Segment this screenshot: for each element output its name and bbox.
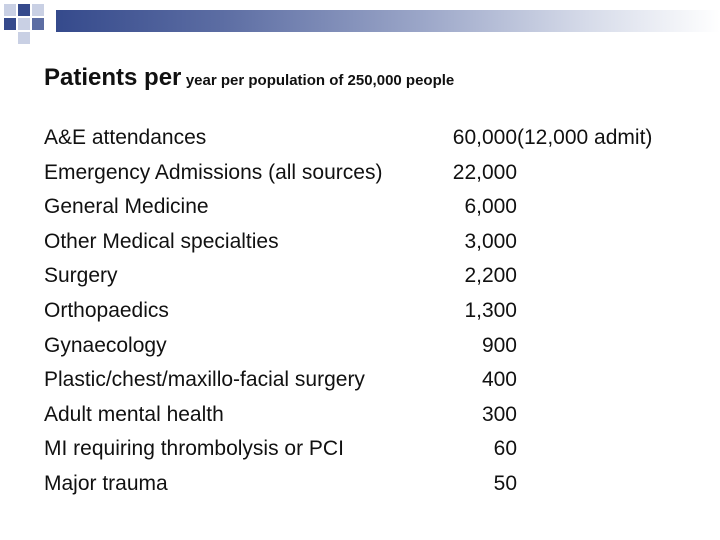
table-row: Plastic/chest/maxillo-facial surgery 400: [44, 363, 704, 397]
row-value: 1,300: [464, 299, 517, 322]
table-row: Gynaecology 900: [44, 329, 704, 363]
row-value: 6,000: [464, 195, 517, 218]
slide-title-subtitle: year per population of 250,000 people: [185, 72, 455, 89]
row-label: A&E attendances: [44, 126, 207, 149]
row-label: Adult mental health: [44, 403, 224, 426]
table-row: Surgery 2,200: [44, 259, 704, 293]
table-row: General Medicine 6,000: [44, 190, 704, 224]
table-row: Adult mental health 300: [44, 398, 704, 432]
row-value: 900: [481, 334, 517, 357]
corner-square: [4, 4, 16, 16]
corner-square: [18, 18, 30, 30]
row-value: 60,000: [452, 126, 517, 149]
corner-square: [32, 18, 44, 30]
row-label: Gynaecology: [44, 334, 167, 357]
table-row: Major trauma 50: [44, 467, 704, 501]
table-row: A&E attendances 60,000 (12,000 admit): [44, 121, 704, 155]
decorative-corner-squares: [0, 0, 60, 44]
row-value: 300: [481, 403, 517, 426]
corner-square: [18, 4, 30, 16]
table-row: Orthopaedics 1,300: [44, 294, 704, 328]
corner-square: [18, 32, 30, 44]
row-note: (12,000 admit): [517, 126, 653, 149]
decorative-header-band: [56, 10, 720, 32]
row-label: General Medicine: [44, 195, 209, 218]
table-row: Other Medical specialties 3,000: [44, 225, 704, 259]
slide-title: Patients per year per population of 250,…: [44, 64, 454, 92]
row-label: Plastic/chest/maxillo-facial surgery: [44, 368, 365, 391]
row-value: 400: [481, 368, 517, 391]
row-label: Orthopaedics: [44, 299, 169, 322]
corner-square: [32, 4, 44, 16]
row-value: 50: [493, 472, 517, 495]
row-label: MI requiring thrombolysis or PCI: [44, 437, 344, 460]
row-label: Emergency Admissions (all sources): [44, 161, 383, 184]
corner-square: [4, 18, 16, 30]
table-row: MI requiring thrombolysis or PCI 60: [44, 432, 704, 466]
row-label: Other Medical specialties: [44, 230, 279, 253]
row-value: 2,200: [464, 264, 517, 287]
row-label: Surgery: [44, 264, 118, 287]
row-value: 60: [493, 437, 517, 460]
slide-title-main: Patients per: [44, 64, 182, 91]
row-value: 3,000: [464, 230, 517, 253]
row-label: Major trauma: [44, 472, 168, 495]
table-row: Emergency Admissions (all sources) 22,00…: [44, 156, 704, 190]
row-value: 22,000: [452, 161, 517, 184]
